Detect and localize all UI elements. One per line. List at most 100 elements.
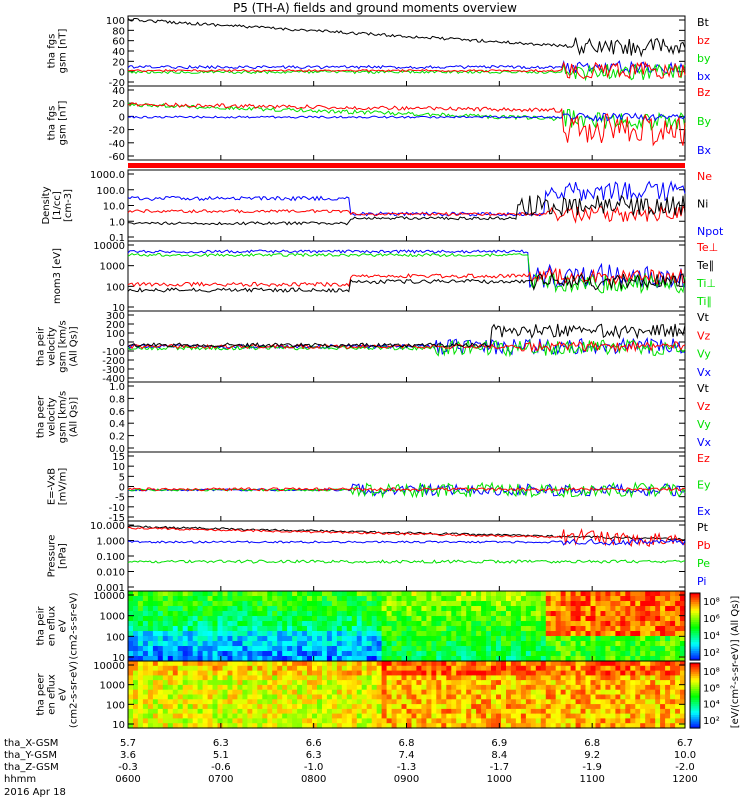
heatmap-cell xyxy=(466,626,472,632)
heatmap-cell xyxy=(252,636,258,642)
heatmap-cell xyxy=(645,680,651,686)
heatmap-cell xyxy=(137,718,144,724)
heatmap-cell xyxy=(560,606,567,612)
heatmap-cell xyxy=(520,684,527,691)
heatmap-cell xyxy=(565,684,572,691)
heatmap-cell xyxy=(222,718,229,724)
heatmap-cell xyxy=(237,704,243,710)
y-tick-label: 15 xyxy=(112,452,125,463)
heatmap-cell xyxy=(446,631,452,637)
heatmap-cell xyxy=(620,704,626,710)
colorbar-cell xyxy=(690,671,700,675)
heatmap-cell xyxy=(645,675,651,681)
heatmap-cell xyxy=(376,713,383,719)
heatmap-cell xyxy=(272,675,278,681)
heatmap-cell xyxy=(381,596,388,602)
heatmap-cell xyxy=(351,699,358,705)
heatmap-cell xyxy=(575,616,582,622)
heatmap-cell xyxy=(580,661,587,667)
heatmap-cell xyxy=(515,718,522,724)
heatmap-cell xyxy=(540,626,547,632)
heatmap-cell xyxy=(401,708,408,715)
heatmap-cell xyxy=(635,596,641,602)
heatmap-cell xyxy=(177,680,184,686)
heatmap-cell xyxy=(520,611,527,617)
heatmap-cell xyxy=(635,611,641,617)
heatmap-cell xyxy=(615,611,621,617)
heatmap-cell xyxy=(252,591,258,597)
heatmap-cell xyxy=(202,626,209,632)
heatmap-cell xyxy=(675,621,681,627)
heatmap-cell xyxy=(232,636,238,642)
heatmap-cell xyxy=(187,601,194,607)
heatmap-cell xyxy=(605,680,611,686)
heatmap-cell xyxy=(187,689,194,696)
heatmap-cell xyxy=(302,621,308,627)
heatmap-cell xyxy=(660,723,666,729)
heatmap-cell xyxy=(177,591,184,597)
heatmap-cell xyxy=(212,596,219,602)
heatmap-cell xyxy=(242,694,248,700)
heatmap-cell xyxy=(645,591,651,597)
heatmap-cell xyxy=(212,684,219,691)
heatmap-cell xyxy=(361,665,368,672)
heatmap-cell xyxy=(172,718,179,724)
heatmap-cell xyxy=(366,694,373,700)
heatmap-cell xyxy=(391,708,398,715)
heatmap-cell xyxy=(302,616,308,622)
heatmap-cell xyxy=(351,621,358,627)
heatmap-cell xyxy=(192,694,199,700)
heatmap-cell xyxy=(446,591,452,597)
ephemeris-value: 1000 xyxy=(487,774,512,785)
heatmap-cell xyxy=(267,718,273,724)
heatmap-cell xyxy=(515,611,522,617)
heatmap-cell xyxy=(570,646,577,652)
heatmap-cell xyxy=(660,626,666,632)
heatmap-cell xyxy=(550,694,557,700)
heatmap-cell xyxy=(675,596,681,602)
heatmap-cell xyxy=(346,708,353,715)
heatmap-cell xyxy=(381,670,388,676)
heatmap-cell xyxy=(545,694,552,700)
heatmap-cell xyxy=(207,621,214,627)
heatmap-cell xyxy=(431,708,437,715)
heatmap-cell xyxy=(187,713,194,719)
heatmap-cell xyxy=(197,675,204,681)
heatmap-cell xyxy=(496,601,502,607)
heatmap-cell xyxy=(560,601,567,607)
colorbar-cell xyxy=(690,663,700,666)
heatmap-cell xyxy=(421,596,427,602)
heatmap-cell xyxy=(292,651,298,657)
heatmap-cell xyxy=(665,670,671,676)
heatmap-cell xyxy=(411,596,418,602)
heatmap-cell xyxy=(242,661,248,667)
heatmap-cell xyxy=(680,641,686,647)
heatmap-cell xyxy=(242,704,248,710)
heatmap-cell xyxy=(167,699,174,705)
heatmap-cell xyxy=(371,675,378,681)
heatmap-cell xyxy=(147,641,154,647)
heatmap-cell xyxy=(252,684,258,691)
heatmap-cell xyxy=(570,713,577,719)
heatmap-cell xyxy=(336,616,343,622)
heatmap-cell xyxy=(640,718,646,724)
heatmap-cell xyxy=(665,631,671,637)
heatmap-cell xyxy=(466,713,472,719)
heatmap-cell xyxy=(252,665,258,672)
heatmap-cell xyxy=(506,611,512,617)
heatmap-cell xyxy=(530,616,537,622)
heatmap-cell xyxy=(322,611,328,617)
heatmap-cell xyxy=(297,704,303,710)
legend-label-by: by xyxy=(697,52,711,65)
heatmap-cell xyxy=(207,708,214,715)
heatmap-cell xyxy=(336,718,343,724)
heatmap-cell xyxy=(660,661,666,667)
heatmap-cell xyxy=(212,665,219,672)
heatmap-cell xyxy=(610,675,616,681)
heatmap-cell xyxy=(376,621,383,627)
heatmap-cell xyxy=(133,723,139,729)
heatmap-cell xyxy=(227,591,234,597)
heatmap-cell xyxy=(147,675,154,681)
ephemeris-value: 6.8 xyxy=(584,738,600,749)
heatmap-cell xyxy=(510,680,517,686)
